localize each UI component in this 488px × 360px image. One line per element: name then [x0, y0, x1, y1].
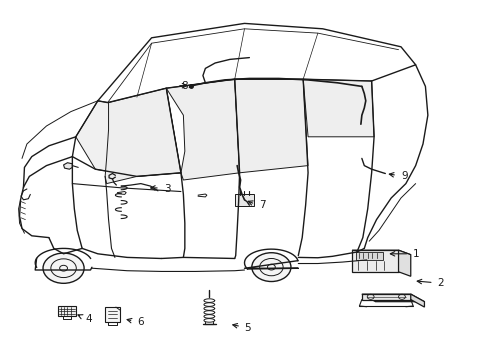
- Polygon shape: [361, 294, 424, 302]
- Text: 4: 4: [85, 314, 92, 324]
- Text: 2: 2: [437, 278, 444, 288]
- Polygon shape: [234, 79, 307, 173]
- Polygon shape: [398, 250, 410, 276]
- Text: 3: 3: [163, 184, 170, 194]
- Text: 8: 8: [181, 81, 187, 91]
- Text: 6: 6: [137, 317, 143, 327]
- FancyBboxPatch shape: [234, 194, 254, 206]
- Polygon shape: [105, 88, 181, 184]
- Polygon shape: [351, 250, 410, 255]
- Circle shape: [43, 253, 84, 283]
- Text: 1: 1: [412, 249, 419, 259]
- Polygon shape: [63, 163, 72, 169]
- Bar: [355, 252, 382, 260]
- Polygon shape: [303, 79, 373, 137]
- Text: 9: 9: [400, 171, 407, 181]
- Polygon shape: [351, 250, 398, 272]
- Polygon shape: [105, 307, 120, 322]
- Text: 5: 5: [244, 323, 251, 333]
- Polygon shape: [361, 294, 410, 300]
- Polygon shape: [166, 79, 239, 180]
- Polygon shape: [58, 306, 76, 316]
- Polygon shape: [410, 294, 424, 307]
- Text: 7: 7: [259, 200, 265, 210]
- Circle shape: [251, 253, 290, 282]
- Polygon shape: [76, 88, 181, 176]
